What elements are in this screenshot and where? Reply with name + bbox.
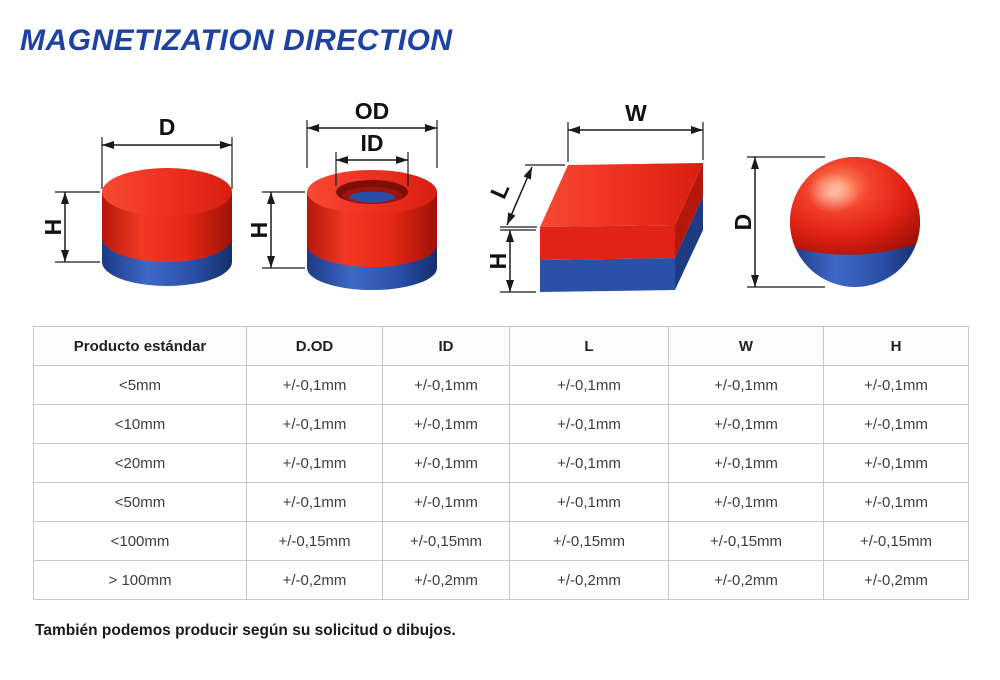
tolerance-cell: +/-0,1mm bbox=[382, 365, 510, 405]
tolerance-cell: +/-0,1mm bbox=[246, 365, 383, 405]
tolerance-cell: +/-0,1mm bbox=[509, 404, 669, 444]
tolerance-cell: +/-0,15mm bbox=[668, 521, 824, 561]
tolerance-cell: +/-0,1mm bbox=[668, 482, 824, 522]
tolerance-cell: +/-0,15mm bbox=[246, 521, 383, 561]
table-row: <50mm +/-0,1mm +/-0,1mm +/-0,1mm +/-0,1m… bbox=[33, 482, 969, 522]
tolerance-cell: +/-0,15mm bbox=[382, 521, 510, 561]
column-header-d-od: D.OD bbox=[246, 326, 383, 366]
ring-outer-diameter-dimension: OD bbox=[306, 100, 438, 168]
tolerance-cell: +/-0,1mm bbox=[823, 365, 969, 405]
tolerance-cell: +/-0,2mm bbox=[509, 560, 669, 600]
ring-outer-diameter-label: OD bbox=[355, 100, 390, 124]
tolerance-cell: +/-0,1mm bbox=[823, 404, 969, 444]
tolerance-cell: +/-0,1mm bbox=[509, 365, 669, 405]
block-height-dimension: H bbox=[485, 229, 536, 293]
block-width-dimension: W bbox=[567, 100, 704, 162]
block-magnet-shape bbox=[540, 163, 703, 292]
disc-diameter-label: D bbox=[159, 114, 176, 140]
tolerance-cell: +/-0,2mm bbox=[382, 560, 510, 600]
ring-inner-diameter-label: ID bbox=[361, 130, 384, 156]
tolerance-cell: +/-0,1mm bbox=[668, 443, 824, 483]
tolerance-cell: +/-0,1mm bbox=[668, 365, 824, 405]
size-range-cell: <20mm bbox=[33, 443, 247, 483]
tolerance-cell: +/-0,1mm bbox=[382, 443, 510, 483]
sphere-magnet-diagram: D bbox=[730, 156, 921, 288]
tolerance-cell: +/-0,1mm bbox=[246, 482, 383, 522]
block-height-label: H bbox=[485, 253, 511, 270]
column-header-id: ID bbox=[382, 326, 510, 366]
tolerance-cell: +/-0,1mm bbox=[509, 482, 669, 522]
ring-magnet-shape bbox=[307, 170, 437, 290]
size-range-cell: <50mm bbox=[33, 482, 247, 522]
ring-inner-diameter-dimension: ID bbox=[335, 130, 409, 186]
size-range-cell: <10mm bbox=[33, 404, 247, 444]
column-header-producto: Producto estándar bbox=[33, 326, 247, 366]
ring-height-dimension: H bbox=[250, 191, 305, 269]
size-range-cell: <100mm bbox=[33, 521, 247, 561]
tolerance-cell: +/-0,1mm bbox=[509, 443, 669, 483]
table-row: <10mm +/-0,1mm +/-0,1mm +/-0,1mm +/-0,1m… bbox=[33, 404, 969, 444]
table-row: <100mm +/-0,15mm +/-0,15mm +/-0,15mm +/-… bbox=[33, 521, 969, 561]
size-range-cell: <5mm bbox=[33, 365, 247, 405]
size-range-cell: > 100mm bbox=[33, 560, 247, 600]
column-header-l: L bbox=[509, 326, 669, 366]
tolerance-cell: +/-0,1mm bbox=[382, 404, 510, 444]
tolerance-cell: +/-0,2mm bbox=[668, 560, 824, 600]
tolerance-cell: +/-0,1mm bbox=[823, 443, 969, 483]
block-width-label: W bbox=[625, 100, 647, 126]
sphere-magnet-shape bbox=[790, 157, 921, 287]
tolerance-cell: +/-0,1mm bbox=[823, 482, 969, 522]
tolerance-cell: +/-0,15mm bbox=[823, 521, 969, 561]
sphere-diameter-label: D bbox=[730, 214, 756, 231]
tolerance-cell: +/-0,1mm bbox=[246, 443, 383, 483]
table-row: <20mm +/-0,1mm +/-0,1mm +/-0,1mm +/-0,1m… bbox=[33, 443, 969, 483]
tolerance-cell: +/-0,15mm bbox=[509, 521, 669, 561]
footer-note: También podemos producir según su solici… bbox=[35, 622, 456, 639]
tolerance-cell: +/-0,1mm bbox=[382, 482, 510, 522]
tolerance-cell: +/-0,2mm bbox=[823, 560, 969, 600]
block-magnet-diagram: W L H bbox=[485, 100, 704, 293]
tolerance-cell: +/-0,2mm bbox=[246, 560, 383, 600]
disc-height-label: H bbox=[40, 219, 66, 236]
table-header-row: Producto estándar D.OD ID L W H bbox=[33, 326, 969, 366]
disc-magnet-shape bbox=[102, 168, 232, 286]
ring-height-label: H bbox=[250, 222, 272, 239]
tolerance-cell: +/-0,1mm bbox=[246, 404, 383, 444]
table-row: <5mm +/-0,1mm +/-0,1mm +/-0,1mm +/-0,1mm… bbox=[33, 365, 969, 405]
column-header-w: W bbox=[668, 326, 824, 366]
column-header-h: H bbox=[823, 326, 969, 366]
tolerance-cell: +/-0,1mm bbox=[668, 404, 824, 444]
sphere-diameter-dimension: D bbox=[730, 156, 825, 288]
disc-diameter-dimension: D bbox=[101, 114, 233, 189]
table-row: > 100mm +/-0,2mm +/-0,2mm +/-0,2mm +/-0,… bbox=[33, 560, 969, 600]
page-title: MAGNETIZATION DIRECTION bbox=[20, 24, 453, 57]
ring-magnet-diagram: OD ID H bbox=[250, 100, 438, 290]
disc-height-dimension: H bbox=[40, 191, 100, 263]
block-length-label: L bbox=[485, 179, 514, 202]
disc-magnet-diagram: D H bbox=[40, 114, 233, 286]
tolerance-table: Producto estándar D.OD ID L W H <5mm +/-… bbox=[33, 326, 969, 600]
